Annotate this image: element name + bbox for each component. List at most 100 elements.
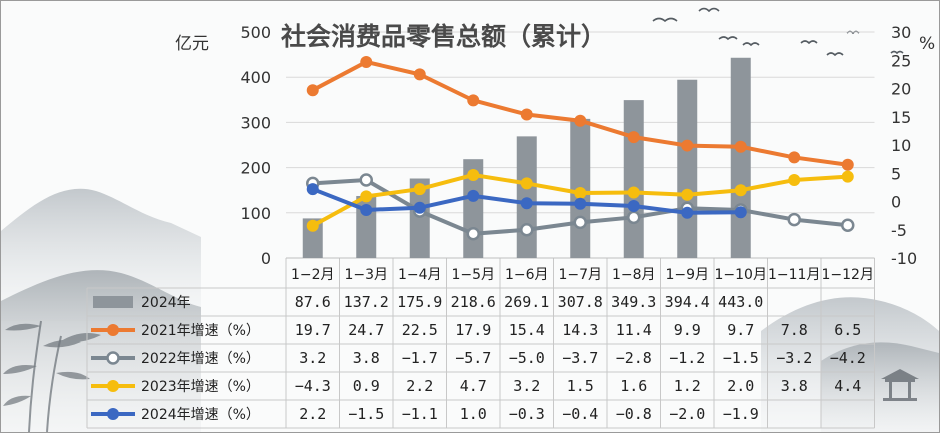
line-series-group — [306, 55, 855, 241]
legend-key-marker — [106, 351, 120, 365]
bar-2024 — [409, 178, 430, 258]
table-cell-value: 4.4 — [834, 377, 861, 395]
series-point — [359, 173, 373, 187]
left-axis-unit: 亿元 — [175, 34, 209, 54]
bird-icon — [698, 7, 720, 13]
series-point — [734, 184, 747, 197]
table-cell-value: −0.3 — [509, 405, 545, 423]
table-cell-value: 1.2 — [674, 377, 701, 395]
right-axis-tick-label: 0 — [891, 193, 901, 212]
series-point — [520, 223, 534, 237]
table-cell-value: 2.2 — [299, 405, 326, 423]
category-labels: 1−2月 1−3月 1−4月 1−5月 1−6月 1−7月 1−8月 1−9月 1−10月 1−1… — [291, 267, 874, 283]
right-axis-tick-label: 20 — [891, 80, 911, 99]
table-cell-value: 137.2 — [344, 293, 389, 311]
table-row-label: 2023年增速（%） — [141, 379, 260, 395]
bar-2024 — [623, 100, 644, 259]
category-label: 1−2月 — [291, 267, 335, 283]
series-point — [360, 55, 373, 68]
legend-key-marker — [107, 380, 119, 392]
table-cell-value: 11.4 — [616, 321, 652, 339]
series-point — [467, 189, 480, 202]
table-cell-value: 19.7 — [295, 321, 331, 339]
table-cell-value: 175.9 — [397, 293, 442, 311]
table-cell-value: 3.8 — [781, 377, 808, 395]
table-row-label: 2024年 — [141, 295, 191, 311]
table-cell-value: 7.8 — [781, 321, 808, 339]
table-cell-value: −1.2 — [669, 349, 705, 367]
table-cell-value: −1.7 — [402, 349, 438, 367]
series-point — [467, 168, 480, 181]
landscape-decoration — [1, 7, 939, 432]
left-axis-tick-label: 300 — [240, 113, 271, 132]
table-cell-value: 3.2 — [299, 349, 326, 367]
category-label: 1−11月 — [768, 267, 820, 283]
series-point — [574, 187, 587, 200]
series-point — [360, 190, 373, 203]
table-cell-value: 394.4 — [665, 293, 710, 311]
bird-icon — [742, 42, 760, 47]
table-cell-value: 24.7 — [348, 321, 384, 339]
table-cell-value: 9.7 — [727, 321, 754, 339]
series-point — [787, 212, 801, 227]
table-cell-value: 0.9 — [353, 377, 380, 395]
table-cell-value: −3.2 — [776, 349, 812, 367]
table-cell-value: 3.8 — [353, 349, 380, 367]
right-axis-ticks: -10 -5 0 5 10 15 20 25 30 — [891, 23, 917, 268]
table-cell-value: 2.0 — [727, 377, 754, 395]
category-label: 1−4月 — [398, 267, 442, 283]
left-axis-ticks: 0 100 200 300 400 500 — [240, 23, 271, 268]
line-series — [306, 183, 747, 219]
series-point — [466, 226, 480, 241]
series-point — [734, 206, 747, 219]
left-axis-tick-label: 500 — [240, 23, 271, 42]
table-cell-value: 443.0 — [718, 293, 763, 311]
series-point — [627, 186, 640, 199]
table-cell-value: −1.9 — [723, 405, 759, 423]
table-cell-value: 3.2 — [513, 377, 540, 395]
table-cell-value: −4.3 — [295, 377, 331, 395]
series-point — [788, 174, 801, 187]
category-label: 1−6月 — [505, 267, 549, 283]
table-cell-value: 87.6 — [295, 293, 331, 311]
table-cell-value: −5.0 — [509, 349, 545, 367]
table-cell-value: −3.7 — [562, 349, 598, 367]
series-point — [734, 140, 747, 153]
table-cell-value: 1.6 — [620, 377, 647, 395]
table-cell-value: −2.8 — [616, 349, 652, 367]
table-cell-value: −1.1 — [402, 405, 438, 423]
bar-2024 — [677, 79, 698, 258]
series-point — [841, 158, 854, 171]
bar-2024 — [516, 136, 537, 258]
series-point — [681, 206, 694, 219]
series-point — [627, 200, 640, 213]
legend-key-marker — [107, 408, 119, 420]
table-cell-value: 9.9 — [674, 321, 701, 339]
category-label: 1−9月 — [665, 267, 709, 283]
right-axis-tick-label: 15 — [891, 108, 911, 127]
table-cell-value: −4.2 — [830, 349, 866, 367]
bird-icon — [826, 52, 844, 57]
series-point — [306, 84, 319, 97]
series-point — [413, 68, 426, 81]
category-label: 1−12月 — [822, 267, 874, 283]
series-point — [788, 151, 801, 164]
right-axis-unit: % — [919, 34, 935, 54]
table-cell-value: 6.5 — [834, 321, 861, 339]
category-label: 1−10月 — [715, 267, 767, 283]
table-cell-value: 17.9 — [455, 321, 491, 339]
series-point — [413, 201, 426, 214]
table-row-label: 2024年增速（%） — [141, 407, 260, 423]
bird-icon — [800, 40, 818, 45]
table-cell-value: 307.8 — [558, 293, 603, 311]
table-cell-value: −5.7 — [455, 349, 491, 367]
table-cell-value: −2.0 — [669, 405, 705, 423]
series-point — [520, 177, 533, 190]
line-series — [306, 168, 854, 232]
series-point — [681, 139, 694, 152]
table-cell-value: 349.3 — [611, 293, 656, 311]
series-point — [413, 183, 426, 196]
table-cell-value: 14.3 — [562, 321, 598, 339]
